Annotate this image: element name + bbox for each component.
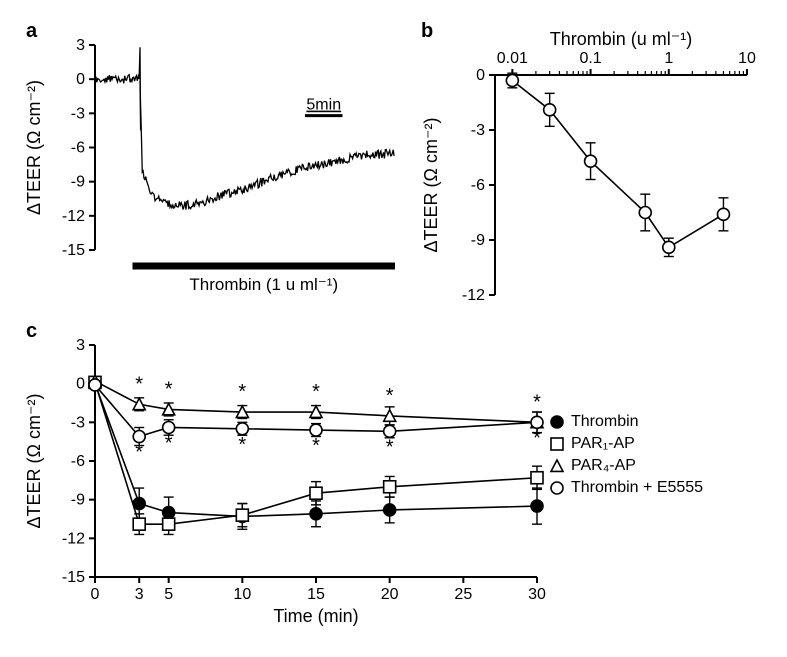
svg-text:3: 3 (135, 586, 144, 603)
panel-a-label: a (26, 20, 37, 43)
svg-text:-9: -9 (71, 492, 85, 509)
svg-text:15: 15 (307, 586, 325, 603)
svg-text:-9: -9 (471, 232, 485, 249)
svg-text:3: 3 (76, 37, 85, 54)
svg-text:0: 0 (76, 71, 85, 88)
panel-c-svg: 0 3 5 10 15 20 25 30 Time (min) -15 -12 -9 -6 -3 0 3 ΔTE… (20, 320, 767, 637)
svg-text:*: * (165, 432, 173, 454)
svg-text:30: 30 (528, 586, 546, 603)
svg-text:5min: 5min (306, 97, 341, 114)
svg-text:-15: -15 (62, 569, 85, 586)
svg-text:*: * (386, 385, 394, 407)
panel-b: b 0.01 0.1 1 10 Thrombin (u ml⁻¹) -12 -9 -6 -3 0 Δ… (415, 20, 767, 310)
svg-text:10: 10 (738, 50, 756, 67)
svg-text:10: 10 (233, 586, 251, 603)
svg-text:0: 0 (91, 586, 100, 603)
svg-text:*: * (135, 442, 143, 464)
svg-text:0: 0 (476, 67, 485, 84)
svg-text:-15: -15 (62, 242, 85, 259)
svg-text:5: 5 (164, 586, 173, 603)
svg-text:Thrombin + E5555: Thrombin + E5555 (571, 479, 703, 496)
svg-text:Thrombin: Thrombin (571, 413, 639, 430)
svg-text:3: 3 (76, 337, 85, 354)
svg-text:-6: -6 (471, 177, 485, 194)
svg-text:25: 25 (454, 586, 472, 603)
svg-text:*: * (533, 427, 541, 449)
svg-text:ΔTEER (Ω cm⁻²): ΔTEER (Ω cm⁻²) (24, 394, 44, 529)
panel-a-svg: -15 -12 -9 -6 -3 0 3 ΔTEER (Ω cm⁻²) 5min Thrombin… (20, 20, 415, 310)
svg-text:ΔTEER (Ω cm⁻²): ΔTEER (Ω cm⁻²) (421, 118, 441, 253)
svg-text:-9: -9 (71, 174, 85, 191)
svg-text:0.01: 0.01 (497, 50, 528, 67)
panel-b-label: b (421, 20, 433, 43)
svg-text:PAR₄-AP: PAR₄-AP (571, 457, 636, 474)
figure-container: a -15 -12 -9 -6 -3 0 3 ΔTEER (Ω cm⁻²) 5min Thromb… (20, 20, 767, 637)
svg-text:-12: -12 (62, 208, 85, 225)
svg-text:Time (min): Time (min) (273, 606, 358, 626)
svg-text:Thrombin (u ml⁻¹): Thrombin (u ml⁻¹) (550, 29, 693, 49)
svg-text:*: * (238, 381, 246, 403)
svg-text:20: 20 (381, 586, 399, 603)
svg-text:0: 0 (76, 376, 85, 393)
svg-text:ΔTEER (Ω cm⁻²): ΔTEER (Ω cm⁻²) (24, 80, 44, 215)
svg-text:PAR₁-AP: PAR₁-AP (571, 435, 635, 452)
svg-text:*: * (386, 436, 394, 458)
svg-text:-6: -6 (71, 140, 85, 157)
svg-text:-3: -3 (71, 105, 85, 122)
svg-text:-12: -12 (62, 530, 85, 547)
svg-text:1: 1 (664, 50, 673, 67)
svg-text:0.1: 0.1 (579, 50, 601, 67)
svg-text:*: * (312, 435, 320, 457)
svg-text:-3: -3 (471, 122, 485, 139)
svg-text:*: * (135, 373, 143, 395)
panel-b-svg: 0.01 0.1 1 10 Thrombin (u ml⁻¹) -12 -9 -6 -3 0 ΔTE… (415, 20, 767, 310)
svg-text:*: * (533, 391, 541, 413)
panel-a: a -15 -12 -9 -6 -3 0 3 ΔTEER (Ω cm⁻²) 5min Thromb… (20, 20, 415, 310)
svg-text:-6: -6 (71, 453, 85, 470)
svg-text:*: * (165, 378, 173, 400)
panel-c: c 0 3 5 10 15 20 25 30 Time (min) -15 -12 -9 -6 -3 0 3 Δ… (20, 320, 767, 637)
svg-text:-12: -12 (462, 287, 485, 304)
svg-text:*: * (238, 434, 246, 456)
svg-text:-3: -3 (71, 414, 85, 431)
panel-c-label: c (26, 320, 37, 343)
svg-text:*: * (312, 381, 320, 403)
svg-text:Thrombin (1 u ml⁻¹): Thrombin (1 u ml⁻¹) (189, 275, 338, 294)
